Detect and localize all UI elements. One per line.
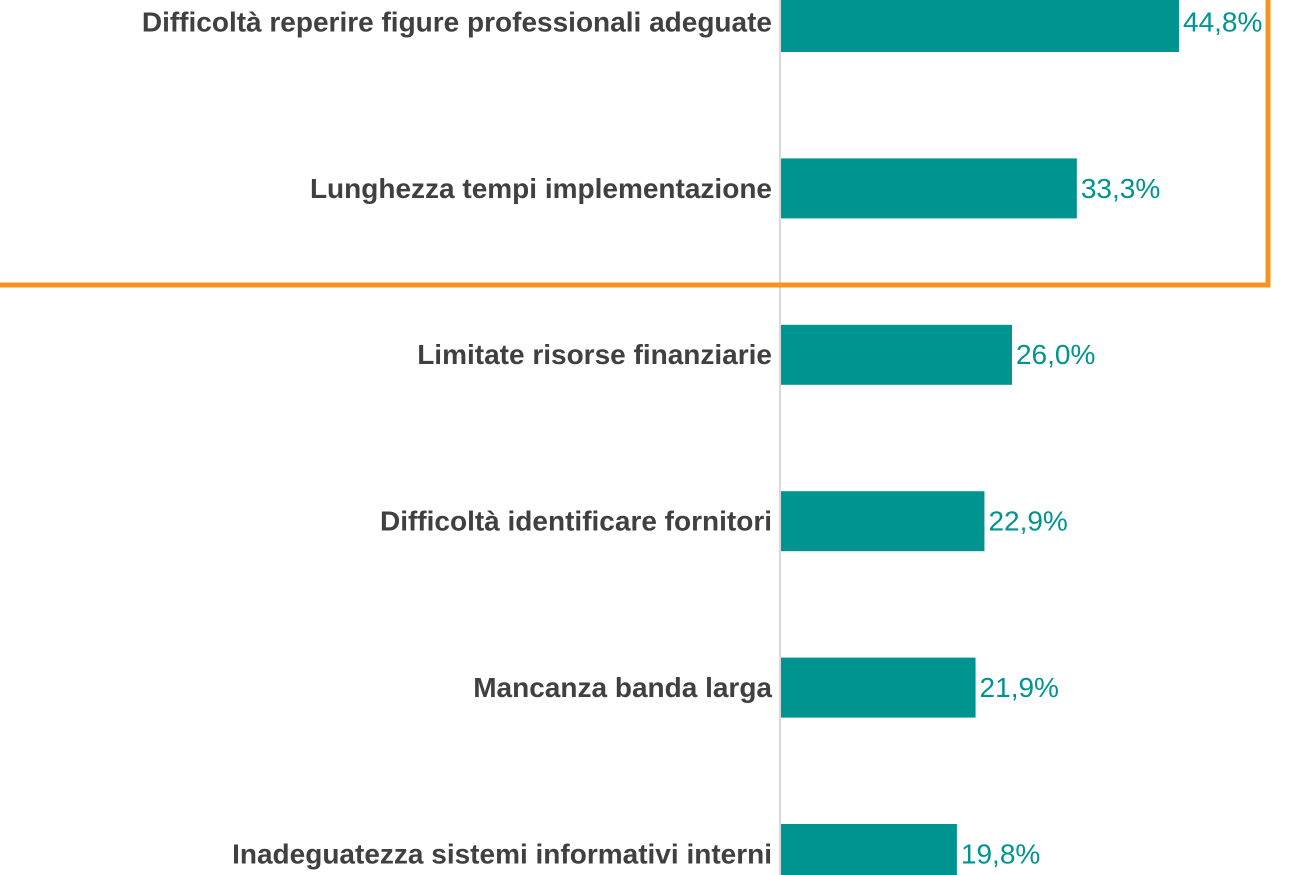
category-label: Difficoltà identificare fornitori [380, 506, 772, 537]
category-label: Mancanza banda larga [473, 672, 772, 703]
bar [781, 324, 1012, 385]
value-label: 33,3% [1081, 173, 1160, 204]
value-label: 19,8% [961, 838, 1040, 869]
bar [781, 0, 1179, 52]
bar [781, 824, 957, 875]
category-label: Lunghezza tempi implementazione [310, 173, 772, 204]
value-label: 21,9% [980, 672, 1059, 703]
category-label: Limitate risorse finanziarie [417, 339, 772, 370]
bar [781, 158, 1077, 219]
category-label: Inadeguatezza sistemi informativi intern… [232, 838, 772, 869]
value-label: 22,9% [988, 506, 1067, 537]
bar [781, 491, 985, 552]
highlight-box [0, 0, 1271, 288]
category-label: Difficoltà reperire figure professionali… [142, 6, 772, 37]
bar [781, 657, 976, 718]
value-label: 44,8% [1183, 6, 1262, 37]
value-label: 26,0% [1016, 339, 1095, 370]
